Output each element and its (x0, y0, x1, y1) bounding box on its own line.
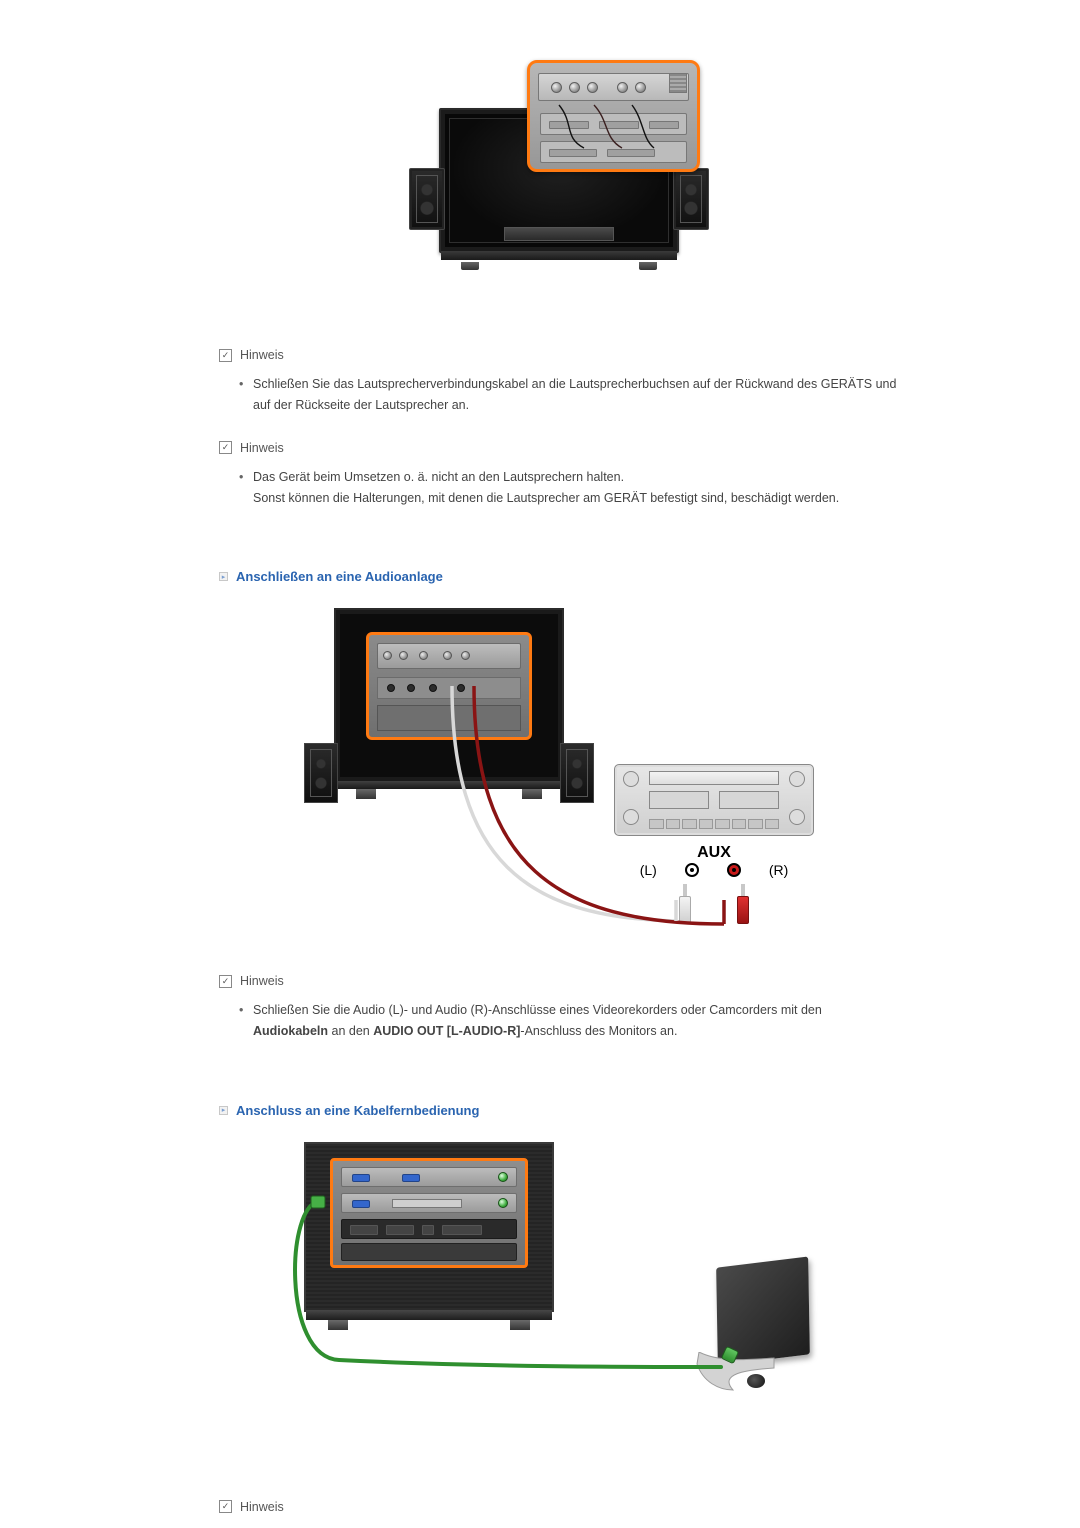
figure-speaker-connection (219, 60, 899, 270)
note-label: ✓ Hinweis (219, 974, 899, 988)
aux-left-label: (L) (640, 862, 657, 878)
note-item: Schließen Sie die Audio (L)- und Audio (… (239, 1000, 899, 1043)
section-title-text: Anschluss an eine Kabelfernbedienung (236, 1103, 479, 1118)
note-item: Das Gerät beim Umsetzen o. ä. nicht an d… (239, 467, 899, 510)
note-text: Hinweis (240, 348, 284, 362)
checkbox-icon: ✓ (219, 1500, 232, 1513)
figure-remote-connection (219, 1142, 899, 1412)
checkbox-icon: ✓ (219, 975, 232, 988)
note-list-1: Schließen Sie das Lautsprecherverbindung… (219, 374, 899, 417)
note-text: Hinweis (240, 441, 284, 455)
note-label: ✓ Hinweis (219, 348, 899, 362)
rca-plug-red-icon (737, 884, 749, 924)
note-label: ✓ Hinweis (219, 1500, 899, 1514)
note-text: Hinweis (240, 1500, 284, 1514)
rca-plug-white-icon (679, 884, 691, 924)
aux-label: AUX (614, 844, 814, 862)
figure-audio-connection: AUX (L) (R) (219, 608, 899, 934)
rca-white-icon (685, 863, 699, 877)
note-list-3: Schließen Sie die Audio (L)- und Audio (… (219, 1000, 899, 1043)
checkbox-icon: ✓ (219, 441, 232, 454)
rca-red-icon (727, 863, 741, 877)
note-text: Hinweis (240, 974, 284, 988)
section-title-text: Anschließen an eine Audioanlage (236, 569, 443, 584)
note-item: Schließen Sie das Lautsprecherverbindung… (239, 374, 899, 417)
note-label: ✓ Hinweis (219, 441, 899, 455)
chevron-icon: ▸ (219, 572, 228, 581)
checkbox-icon: ✓ (219, 349, 232, 362)
aux-right-label: (R) (769, 862, 788, 878)
section-heading-audio: ▸ Anschließen an eine Audioanlage (219, 569, 899, 584)
note-list-2: Das Gerät beim Umsetzen o. ä. nicht an d… (219, 467, 899, 510)
section-heading-remote: ▸ Anschluss an eine Kabelfernbedienung (219, 1103, 899, 1118)
chevron-icon: ▸ (219, 1106, 228, 1115)
